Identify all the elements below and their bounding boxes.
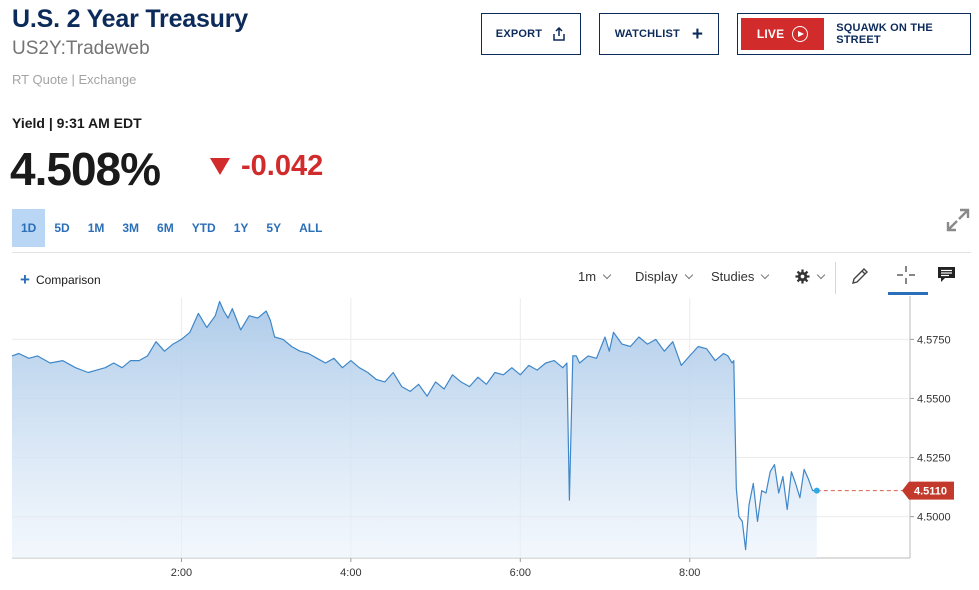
gear-icon [795, 268, 810, 284]
range-tab-1d[interactable]: 1D [12, 209, 46, 247]
watchlist-button[interactable]: WATCHLIST + [599, 13, 719, 55]
expand-icon[interactable] [945, 207, 971, 233]
chevron-down-icon [761, 270, 770, 279]
comparison-label: Comparison [35, 273, 101, 287]
chevron-down-icon [684, 270, 693, 279]
range-tab-5d[interactable]: 5D [54, 221, 70, 235]
range-tab-5y[interactable]: 5Y [266, 221, 282, 235]
studies-label: Studies [711, 268, 755, 284]
share-icon [553, 27, 565, 41]
last-price-tag-label: 4.5110 [914, 486, 947, 498]
chevron-down-icon [816, 270, 826, 279]
last-price: 4.508% [10, 143, 161, 195]
ticker-symbol: US2Y:Tradeweb [12, 38, 150, 59]
live-badge: LIVE [741, 18, 825, 50]
x-tick-label: 8:00 [679, 567, 700, 579]
plus-icon: + [691, 23, 704, 45]
last-price-tag [902, 481, 954, 500]
range-tab-3m[interactable]: 3M [122, 221, 140, 235]
crosshair-icon[interactable] [896, 265, 916, 285]
display-dropdown[interactable]: Display [635, 266, 693, 286]
down-arrow-icon [210, 158, 230, 175]
studies-dropdown[interactable]: Studies [711, 266, 770, 286]
display-label: Display [635, 268, 678, 284]
price-area [12, 301, 817, 558]
divider [12, 252, 971, 253]
range-tab-ytd[interactable]: YTD [191, 221, 216, 235]
draw-pencil-icon[interactable] [850, 266, 870, 286]
x-tick-label: 6:00 [510, 567, 531, 579]
live-label: LIVE [756, 27, 785, 41]
comment-icon[interactable] [937, 266, 957, 284]
x-tick-label: 2:00 [171, 567, 192, 579]
plus-icon: + [20, 270, 30, 289]
toolbar-separator [835, 262, 836, 294]
price-line [11, 300, 817, 551]
range-tab-6m[interactable]: 6M [157, 221, 174, 235]
interval-dropdown[interactable]: 1m [578, 266, 612, 286]
export-button[interactable]: EXPORT [481, 13, 581, 55]
page-title: U.S. 2 Year Treasury [12, 5, 248, 33]
chevron-down-icon [602, 270, 612, 279]
watchlist-label: WATCHLIST [614, 28, 680, 40]
settings-dropdown[interactable] [795, 266, 826, 286]
range-tabs: 1D 5D 1M 3M 6M YTD 1Y 5Y ALL [12, 209, 331, 247]
y-tick-label: 4.5500 [917, 393, 951, 405]
squawk-live-button[interactable]: LIVE SQUAWK ON THE STREET [737, 13, 971, 55]
range-tab-all[interactable]: ALL [299, 221, 323, 235]
y-tick-label: 4.5000 [917, 512, 951, 524]
price-chart[interactable]: 4.5750 4.5500 4.5250 4.5000 2:00 4:00 6:00 8:00… [0, 296, 979, 590]
range-tab-1m[interactable]: 1M [87, 221, 105, 235]
export-label: EXPORT [495, 28, 543, 40]
comparison-button[interactable]: + Comparison [20, 270, 101, 290]
y-tick-label: 4.5750 [917, 334, 951, 346]
yield-timestamp: Yield | 9:31 AM EDT [12, 115, 142, 131]
quote-source: RT Quote | Exchange [12, 72, 137, 87]
price-change: -0.042 [241, 150, 324, 182]
interval-label: 1m [578, 268, 597, 284]
active-tool-indicator [888, 292, 928, 295]
last-price-dot [813, 487, 820, 494]
squawk-label: SQUAWK ON THE STREET [836, 22, 933, 46]
play-icon [792, 26, 809, 42]
x-tick-label: 4:00 [340, 567, 361, 579]
y-tick-label: 4.5250 [917, 453, 951, 465]
range-tab-1y[interactable]: 1Y [233, 221, 249, 235]
